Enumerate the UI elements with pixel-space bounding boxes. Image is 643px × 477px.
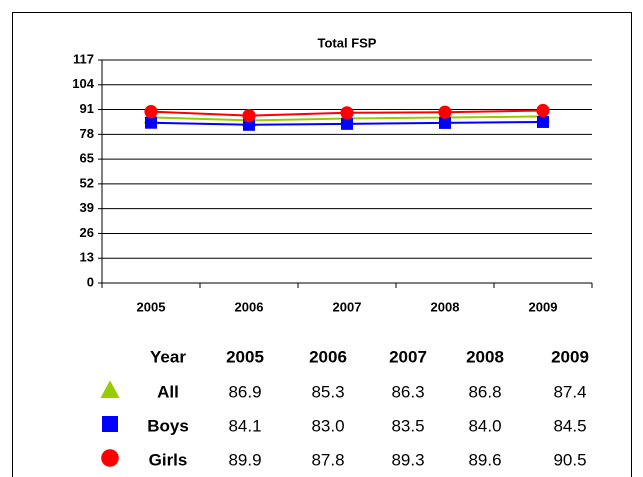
table-value: 84.0 [468,416,501,435]
table-value: 87.8 [311,450,344,469]
table-value: 89.6 [468,450,501,469]
x-tick-label: 2008 [431,299,460,314]
table-year: 2008 [466,347,504,366]
marker [438,105,452,119]
legend-marker [100,380,120,398]
table-value: 84.5 [553,416,586,435]
table-header: Year [150,347,186,366]
chart-title: Total FSP [318,35,377,50]
y-tick-label: 52 [80,175,94,190]
table-year: 2005 [226,347,264,366]
marker [340,106,354,120]
table-year: 2009 [551,347,589,366]
table-value: 89.3 [391,450,424,469]
y-tick-label: 0 [87,274,94,289]
table-value: 83.0 [311,416,344,435]
legend-marker [102,416,118,432]
table-value: 83.5 [391,416,424,435]
x-tick-label: 2005 [137,299,166,314]
legend-label: Boys [147,416,189,435]
y-tick-label: 78 [80,126,94,141]
table-value: 84.1 [228,416,261,435]
marker [145,116,157,129]
x-tick-label: 2009 [529,299,558,314]
legend-label: All [157,382,179,401]
marker [537,115,549,128]
chart-frame [12,12,632,477]
table-value: 86.3 [391,382,424,401]
table-value: 89.9 [228,450,261,469]
marker [144,105,158,119]
y-tick-label: 117 [73,51,94,66]
table-value: 86.8 [468,382,501,401]
table-value: 90.5 [553,450,586,469]
y-tick-label: 65 [80,151,94,166]
table-year: 2007 [389,347,427,366]
y-tick-label: 104 [72,76,94,91]
marker [242,109,256,123]
legend-marker [101,449,119,467]
x-tick-label: 2007 [333,299,362,314]
y-tick-label: 39 [80,200,94,215]
y-tick-label: 26 [80,225,94,240]
marker [536,103,550,118]
y-tick-label: 91 [80,101,94,116]
x-tick-label: 2006 [235,299,264,314]
table-value: 87.4 [553,382,586,401]
table-value: 86.9 [228,382,261,401]
marker [341,117,353,130]
marker [439,116,451,129]
y-tick-label: 13 [80,250,94,265]
table-year: 2006 [309,347,347,366]
table-value: 85.3 [311,382,344,401]
legend-label: Girls [149,450,188,469]
marker [243,118,255,131]
